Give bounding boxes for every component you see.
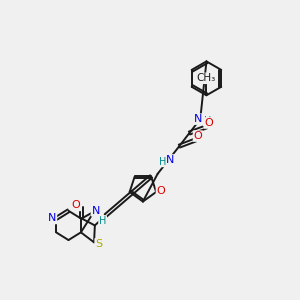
Text: CH₃: CH₃ [197,73,216,83]
Text: O: O [194,131,202,141]
Text: O: O [204,118,213,128]
Text: H: H [99,216,106,226]
Text: O: O [72,200,81,210]
Text: N: N [48,214,56,224]
Text: O: O [156,186,165,196]
Text: N: N [166,155,174,165]
Text: H: H [203,116,211,126]
Text: N: N [92,206,100,216]
Text: S: S [95,239,102,249]
Text: H: H [159,157,166,166]
Text: N: N [194,114,202,124]
